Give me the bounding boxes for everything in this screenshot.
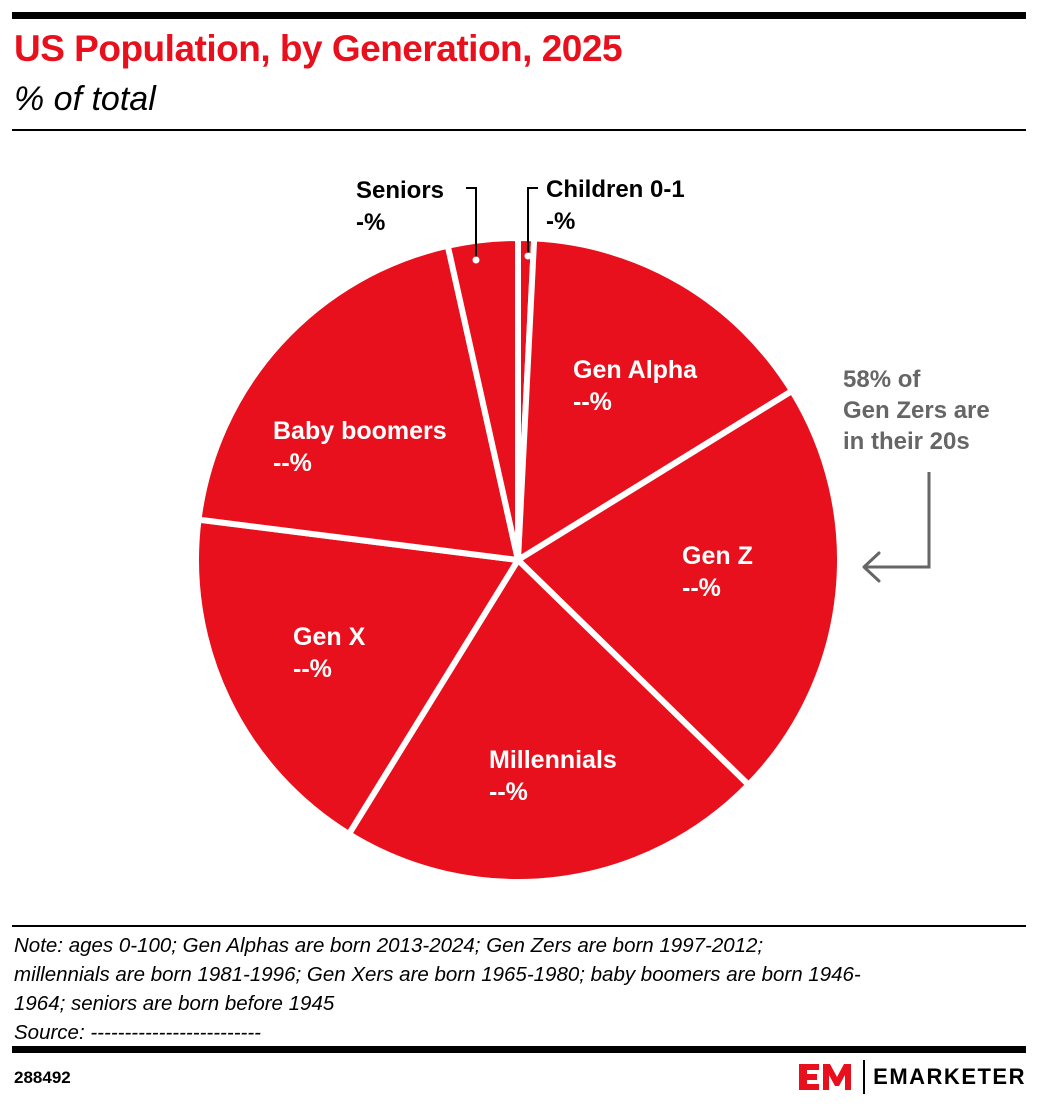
top-rule — [12, 12, 1026, 19]
slice-value-gen-alpha: --% — [573, 388, 612, 416]
bottom-rule — [12, 1046, 1026, 1053]
leader-dot-children-0-1 — [524, 252, 532, 260]
pie-slice-gen-alpha — [514, 235, 797, 566]
chart-subtitle: % of total — [14, 80, 156, 118]
note-line-2: millennials are born 1981-1996; Gen Xers… — [14, 963, 861, 986]
note-line-3: 1964; seniors are born before 1945 — [14, 992, 335, 1015]
slice-label-millennials: Millennials — [489, 746, 617, 774]
leader-line-seniors — [466, 187, 477, 260]
brand-name: EMARKETER — [873, 1064, 1026, 1089]
chart-title: US Population, by Generation, 2025 — [14, 28, 623, 69]
pie-slice-gen-x — [193, 516, 524, 839]
slice-label-baby-boomers: Baby boomers — [273, 417, 447, 445]
pie-slice-millennials — [344, 555, 753, 885]
pie-slice-baby-boomers — [195, 242, 522, 564]
source-line: Source: ------------------------- — [14, 1021, 262, 1044]
annotation-line-2: Gen Zers are — [843, 397, 990, 424]
pie-chart: Gen Alpha --% Gen Z --% Millennials --% Gen X -… — [193, 176, 990, 885]
leader-dot-seniors — [472, 256, 480, 264]
slice-label-gen-z: Gen Z — [682, 542, 753, 570]
slice-label-children-0-1: Children 0-1 — [546, 176, 685, 203]
slice-value-seniors: -% — [356, 209, 385, 236]
chart-id: 288492 — [14, 1068, 71, 1087]
leader-line-children-0-1 — [527, 187, 538, 256]
slice-value-children-0-1: -% — [546, 208, 575, 235]
annotation-arrow-head-icon — [862, 551, 881, 583]
brand-separator — [863, 1060, 866, 1094]
annotation-line-3: in their 20s — [843, 428, 970, 455]
slice-value-millennials: --% — [489, 778, 528, 806]
slice-label-gen-x: Gen X — [293, 623, 366, 651]
pie-slice-gen-z — [513, 386, 843, 790]
em-logo-icon — [799, 1064, 852, 1090]
annotation-arrow-line — [866, 472, 931, 569]
slice-value-gen-x: --% — [293, 655, 332, 683]
brand-logo: EMARKETER — [799, 1058, 1026, 1096]
pie-slice-seniors — [444, 234, 521, 561]
annotation-line-1: 58% of — [843, 366, 921, 393]
slice-value-baby-boomers: --% — [273, 449, 312, 477]
slice-value-gen-z: --% — [682, 574, 721, 602]
note-line-1: Note: ages 0-100; Gen Alphas are born 20… — [14, 934, 764, 957]
slice-label-gen-alpha: Gen Alpha — [573, 356, 698, 384]
footer-rule — [12, 925, 1026, 927]
header-rule — [12, 129, 1026, 131]
slice-label-seniors: Seniors — [356, 177, 444, 204]
